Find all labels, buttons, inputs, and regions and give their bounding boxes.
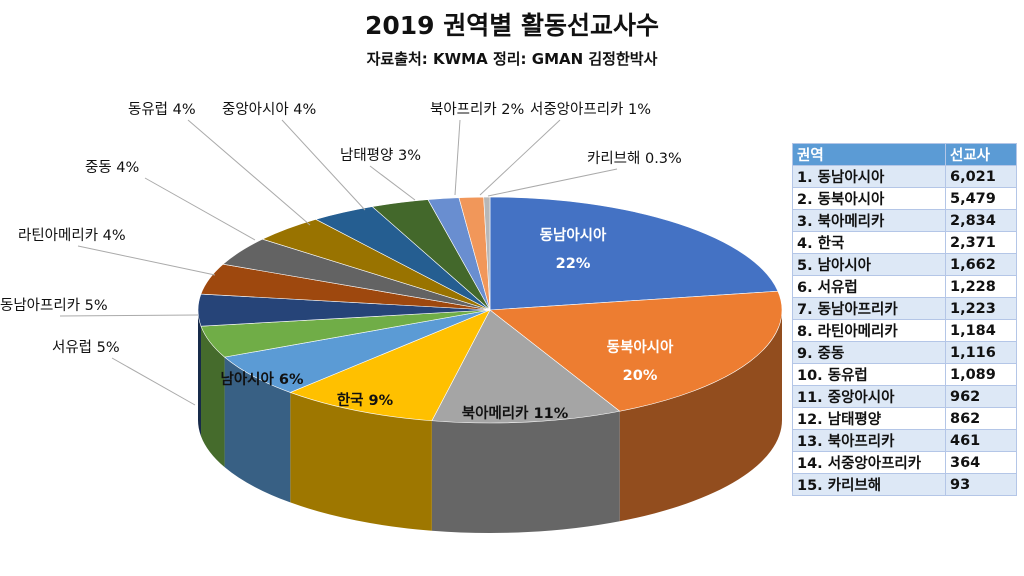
table-cell-region: 9. 중동: [792, 341, 946, 364]
slice-label: 중앙아시아 4%: [222, 101, 316, 118]
table-cell-count: 1,228: [945, 275, 1017, 298]
chart-subtitle: 자료출처: KWMA 정리: GMAN 김정한박사: [366, 50, 658, 68]
leader-line: [281, 119, 366, 211]
slice-label: 동남아프리카 5%: [0, 297, 108, 314]
table-cell-count: 364: [945, 451, 1017, 474]
table-row: 10. 동유럽 1,089: [792, 363, 1017, 386]
table-cell-region: 14. 서중앙아프리카: [792, 451, 946, 474]
slice-label: 동유럽 4%: [128, 101, 196, 118]
slice-label: 동남아시아 22%: [540, 227, 607, 272]
data-table: 권역 선교사 1. 동남아시아 6,021 2. 동북아시아 5,479 3. 북아메리…: [792, 143, 1017, 496]
pie-slice-side: [224, 357, 291, 503]
label-bg: [339, 147, 422, 164]
table-cell-region: 12. 남태평양: [792, 407, 946, 430]
table-cell-region: 15. 카리브해: [792, 473, 946, 496]
table-cell-region: 3. 북아메리카: [792, 209, 946, 232]
table-row: 15. 카리브해 93: [792, 473, 1017, 496]
pie-slice: [489, 196, 779, 311]
pie-slice-side: [619, 310, 782, 522]
table-cell-region: 10. 동유럽: [792, 363, 946, 386]
pie-slice-side: [201, 326, 225, 468]
table-cell-region: 6. 서유럽: [792, 275, 946, 298]
table-cell-count: 1,184: [945, 319, 1017, 342]
table-cell-region: 1. 동남아시아: [792, 165, 946, 188]
slice-label: 북아프리카 2%: [430, 101, 524, 118]
slice-label: 서유럽 5%: [52, 339, 120, 356]
table-cell-count: 1,116: [945, 341, 1017, 364]
table-header-region: 권역: [792, 143, 946, 166]
table-cell-count: 2,834: [945, 209, 1017, 232]
table-row: 1. 동남아시아 6,021: [792, 165, 1017, 188]
slice-label: 서중앙아프리카 1%: [530, 101, 651, 118]
slice-label: 동북아시아 20%: [607, 339, 674, 384]
label-bg: [127, 101, 197, 118]
leader-line: [77, 245, 216, 276]
table-row: 5. 남아시아 1,662: [792, 253, 1017, 276]
table-row: 7. 동남아프리카 1,223: [792, 297, 1017, 320]
table-header-count: 선교사: [945, 143, 1017, 166]
table-cell-count: 93: [945, 473, 1017, 496]
table-row: 8. 라틴아메리카 1,184: [792, 319, 1017, 342]
table-row: 4. 한국 2,371: [792, 231, 1017, 254]
table-cell-count: 461: [945, 429, 1017, 452]
label-bg: [429, 101, 526, 118]
table-row: 14. 서중앙아프리카 364: [792, 451, 1017, 474]
slice-label: 남태평양 3%: [340, 147, 421, 164]
slice-label: 중동 4%: [85, 160, 139, 176]
leader-line: [187, 119, 311, 226]
table-cell-count: 2,371: [945, 231, 1017, 254]
leader-line: [59, 314, 199, 317]
table-cell-count: 962: [945, 385, 1017, 408]
label-bg: [17, 227, 127, 244]
pie-slice-side: [431, 411, 620, 533]
table-cell-region: 8. 라틴아메리카: [792, 319, 946, 342]
label-bg: [0, 297, 109, 314]
pie-slice: [289, 309, 491, 422]
table-cell-region: 11. 중앙아시아: [792, 385, 946, 408]
table-cell-region: 2. 동북아시아: [792, 187, 946, 210]
slice-label: 카리브해 0.3%: [587, 150, 682, 167]
table-cell-count: 1,662: [945, 253, 1017, 276]
leader-line: [144, 177, 256, 241]
table-row: 12. 남태평양 862: [792, 407, 1017, 430]
slice-label: 라틴아메리카 4%: [18, 227, 126, 244]
table-row: 2. 동북아시아 5,479: [792, 187, 1017, 210]
table-cell-region: 7. 동남아프리카: [792, 297, 946, 320]
leader-line: [111, 357, 196, 406]
table-cell-region: 4. 한국: [792, 231, 946, 254]
label-bg: [529, 101, 652, 118]
table-row: 11. 중앙아시아 962: [792, 385, 1017, 408]
table-cell-count: 1,089: [945, 363, 1017, 386]
pie-slice-side: [198, 310, 202, 437]
table-cell-region: 5. 남아시아: [792, 253, 946, 276]
label-bg: [221, 101, 318, 118]
leader-line: [487, 168, 618, 197]
leader-line: [454, 119, 461, 196]
pie-slice: [431, 309, 621, 424]
table-row: 13. 북아프리카 461: [792, 429, 1017, 452]
label-bg: [586, 150, 683, 167]
table-cell-count: 6,021: [945, 165, 1017, 188]
slice-label: 한국 9%: [337, 392, 394, 409]
slice-label: 북아메리카 11%: [462, 405, 569, 422]
label-bg: [84, 160, 141, 176]
label-bg: [51, 339, 121, 356]
table-cell-count: 862: [945, 407, 1017, 430]
slice-label: 남아시아 6%: [220, 371, 303, 388]
pie-slice: [489, 290, 783, 412]
table-cell-count: 1,223: [945, 297, 1017, 320]
table-row: 9. 중동 1,116: [792, 341, 1017, 364]
pie-slice: [483, 196, 491, 311]
leader-line: [479, 119, 561, 196]
leader-line: [369, 165, 416, 201]
table-cell-count: 5,479: [945, 187, 1017, 210]
table-row: 6. 서유럽 1,228: [792, 275, 1017, 298]
chart-title: 2019 권역별 활동선교사수: [365, 11, 659, 40]
table-row: 3. 북아메리카 2,834: [792, 209, 1017, 232]
pie-slice-side: [290, 392, 432, 531]
table-cell-region: 13. 북아프리카: [792, 429, 946, 452]
